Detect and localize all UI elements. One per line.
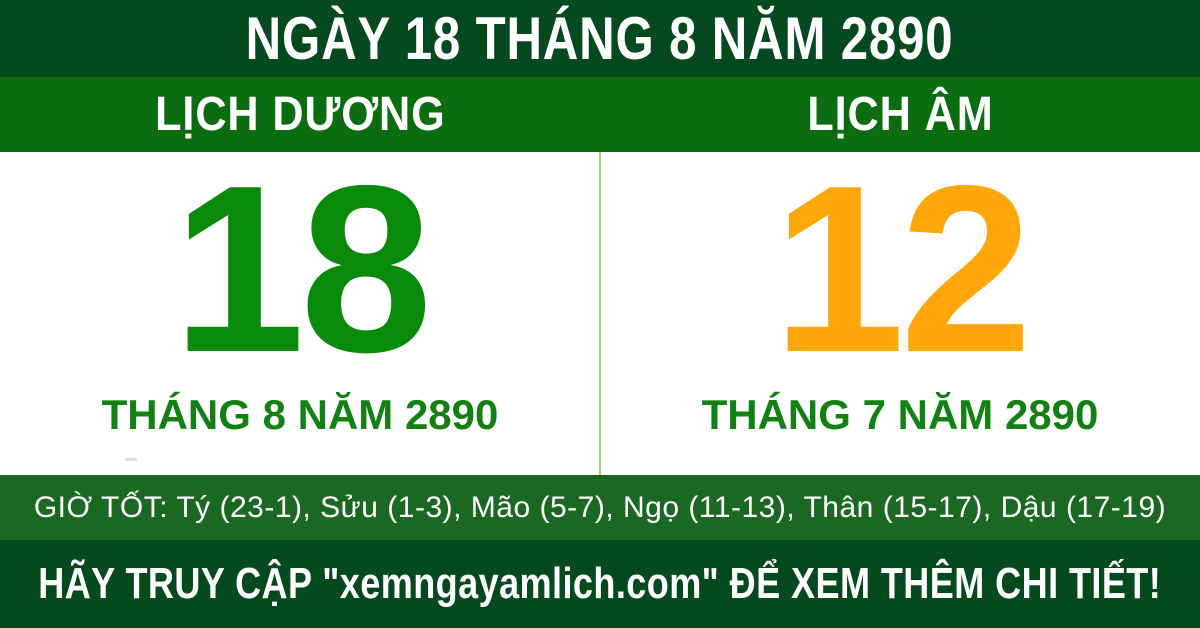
good-hours-text: GIỜ TỐT: Tý (23-1), Sửu (1-3), Mão (5-7)…	[33, 490, 1167, 524]
footer-cta-text: HÃY TRUY CẬP "xemngayamlich.com" ĐỂ XEM …	[38, 559, 1162, 608]
solar-calendar-label: LỊCH DƯƠNG	[154, 88, 446, 141]
solar-day-number: 18	[172, 137, 433, 402]
solar-type-cell: LỊCH DƯƠNG	[0, 77, 600, 152]
calendar-type-bar: LỊCH DƯƠNG LỊCH ÂM	[0, 77, 1200, 152]
solar-panel: 18 THÁNG 8 NĂM 2890	[0, 137, 600, 475]
page-title: NGÀY 18 THÁNG 8 NĂM 2890	[246, 5, 954, 72]
day-panels: 18 THÁNG 8 NĂM 2890 12 THÁNG 7 NĂM 2890	[0, 137, 1200, 475]
footer-bar: HÃY TRUY CẬP "xemngayamlich.com" ĐỂ XEM …	[0, 540, 1200, 628]
lunar-day-number: 12	[772, 137, 1033, 402]
good-hours-bar: GIỜ TỐT: Tý (23-1), Sửu (1-3), Mão (5-7)…	[0, 475, 1200, 540]
lunar-type-cell: LỊCH ÂM	[600, 77, 1200, 152]
smudge-artifact	[125, 458, 137, 461]
panel-divider	[599, 152, 601, 475]
lunar-month-year-label: THÁNG 7 NĂM 2890	[701, 391, 1099, 438]
solar-month-year-label: THÁNG 8 NĂM 2890	[101, 391, 499, 438]
lunar-panel: 12 THÁNG 7 NĂM 2890	[600, 137, 1200, 475]
lunar-calendar-label: LỊCH ÂM	[806, 88, 994, 141]
header-bar: NGÀY 18 THÁNG 8 NĂM 2890	[0, 0, 1200, 77]
